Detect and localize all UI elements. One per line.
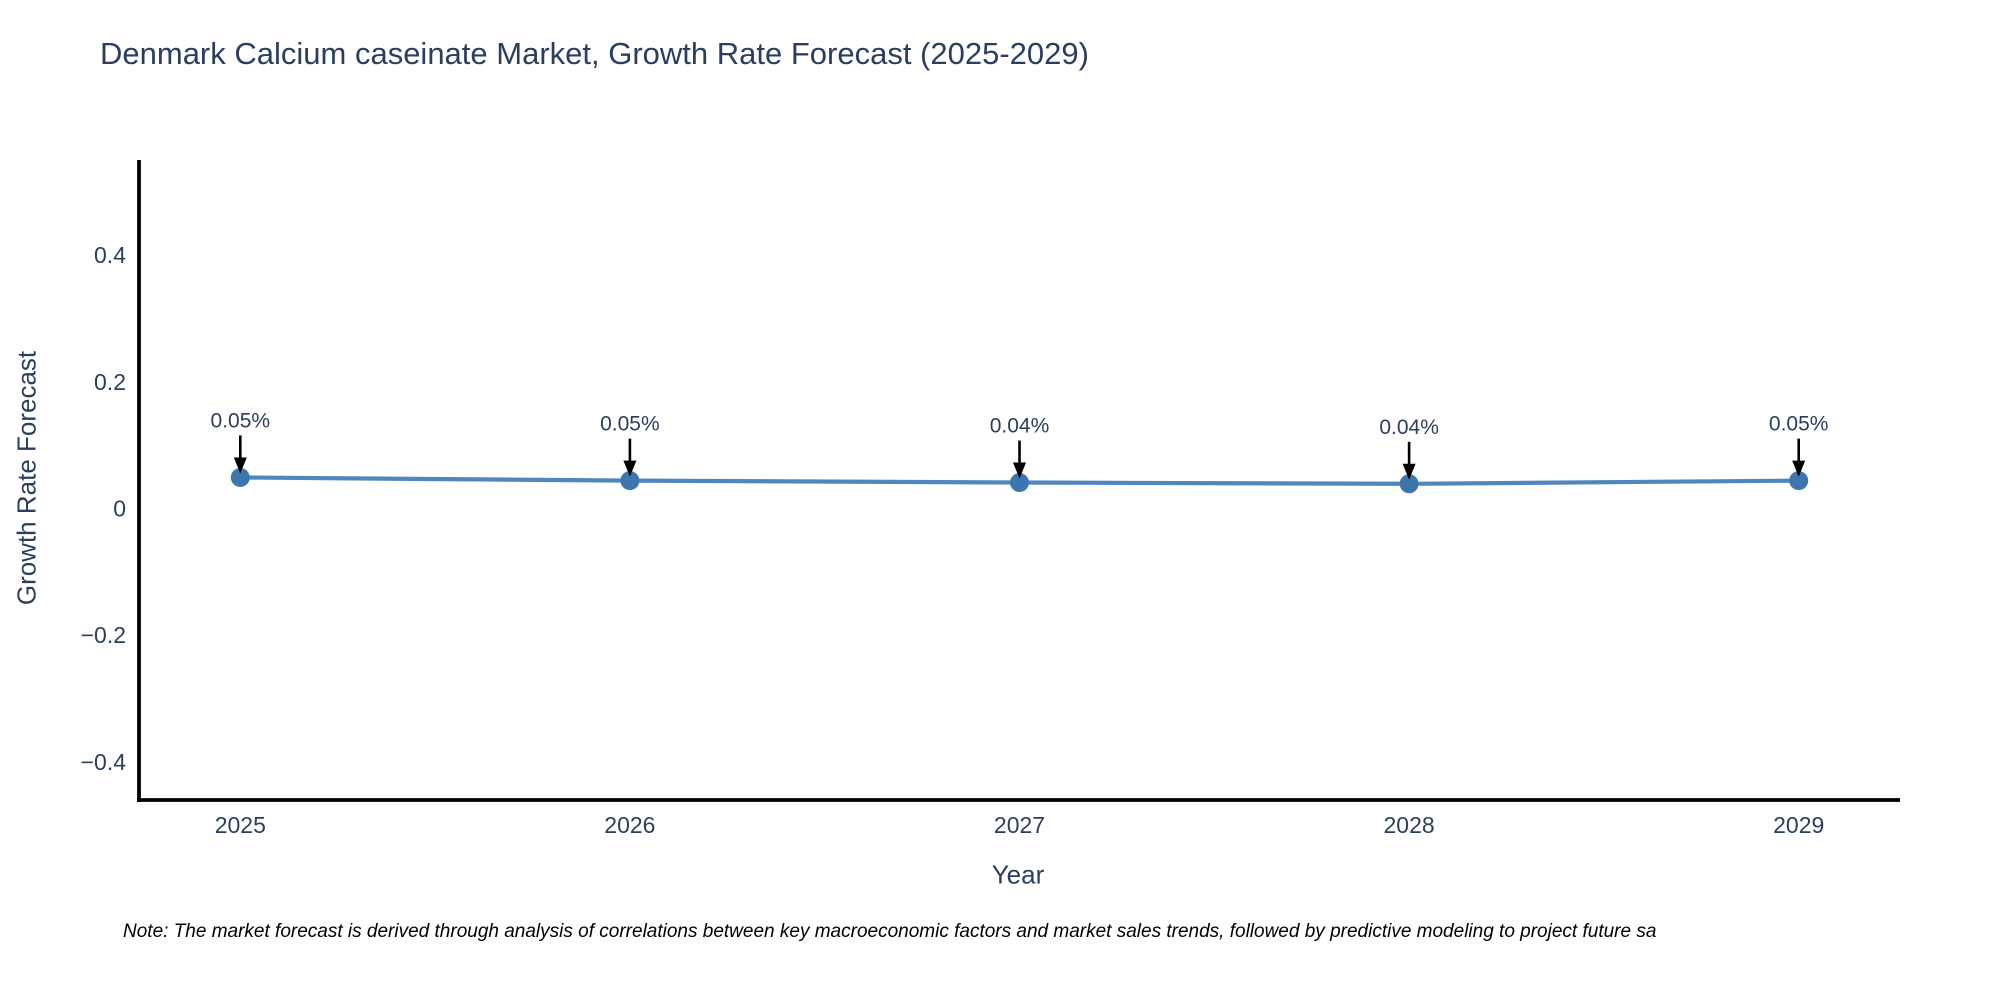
data-point-marker (620, 471, 640, 491)
annotation-arrowhead (1013, 462, 1026, 479)
footnote: Note: The market forecast is derived thr… (123, 921, 1657, 942)
annotation-label: 0.05% (211, 409, 271, 432)
x-tick-label: 2026 (604, 812, 655, 838)
x-tick-label: 2029 (1773, 812, 1824, 838)
annotation-label: 0.05% (1769, 413, 1829, 436)
data-point-marker (1010, 473, 1029, 493)
data-point-marker (230, 467, 250, 487)
annotation-arrowhead (233, 457, 247, 474)
annotation-label: 0.04% (990, 415, 1050, 438)
chart-title: Denmark Calcium caseinate Market, Growth… (100, 36, 1089, 71)
x-tick-label: 2028 (1384, 812, 1435, 838)
y-tick-label: 0.4 (94, 242, 126, 268)
x-tick-label: 2025 (215, 812, 266, 838)
annotation-label: 0.05% (600, 413, 660, 436)
data-point-marker (1789, 471, 1809, 491)
y-tick-label: 0 (113, 496, 126, 522)
y-tick-label: 0.2 (94, 369, 126, 395)
data-point-marker (1399, 474, 1419, 494)
annotation-arrowhead (1402, 463, 1416, 480)
y-tick-label: −0.2 (81, 622, 126, 648)
y-tick-label: −0.4 (81, 749, 127, 775)
x-tick-label: 2027 (994, 812, 1045, 838)
annotation-label: 0.04% (1379, 416, 1439, 439)
annotation-arrowhead (623, 460, 637, 477)
annotation-arrowhead (1792, 460, 1806, 477)
x-axis-title: Year (991, 859, 1045, 890)
